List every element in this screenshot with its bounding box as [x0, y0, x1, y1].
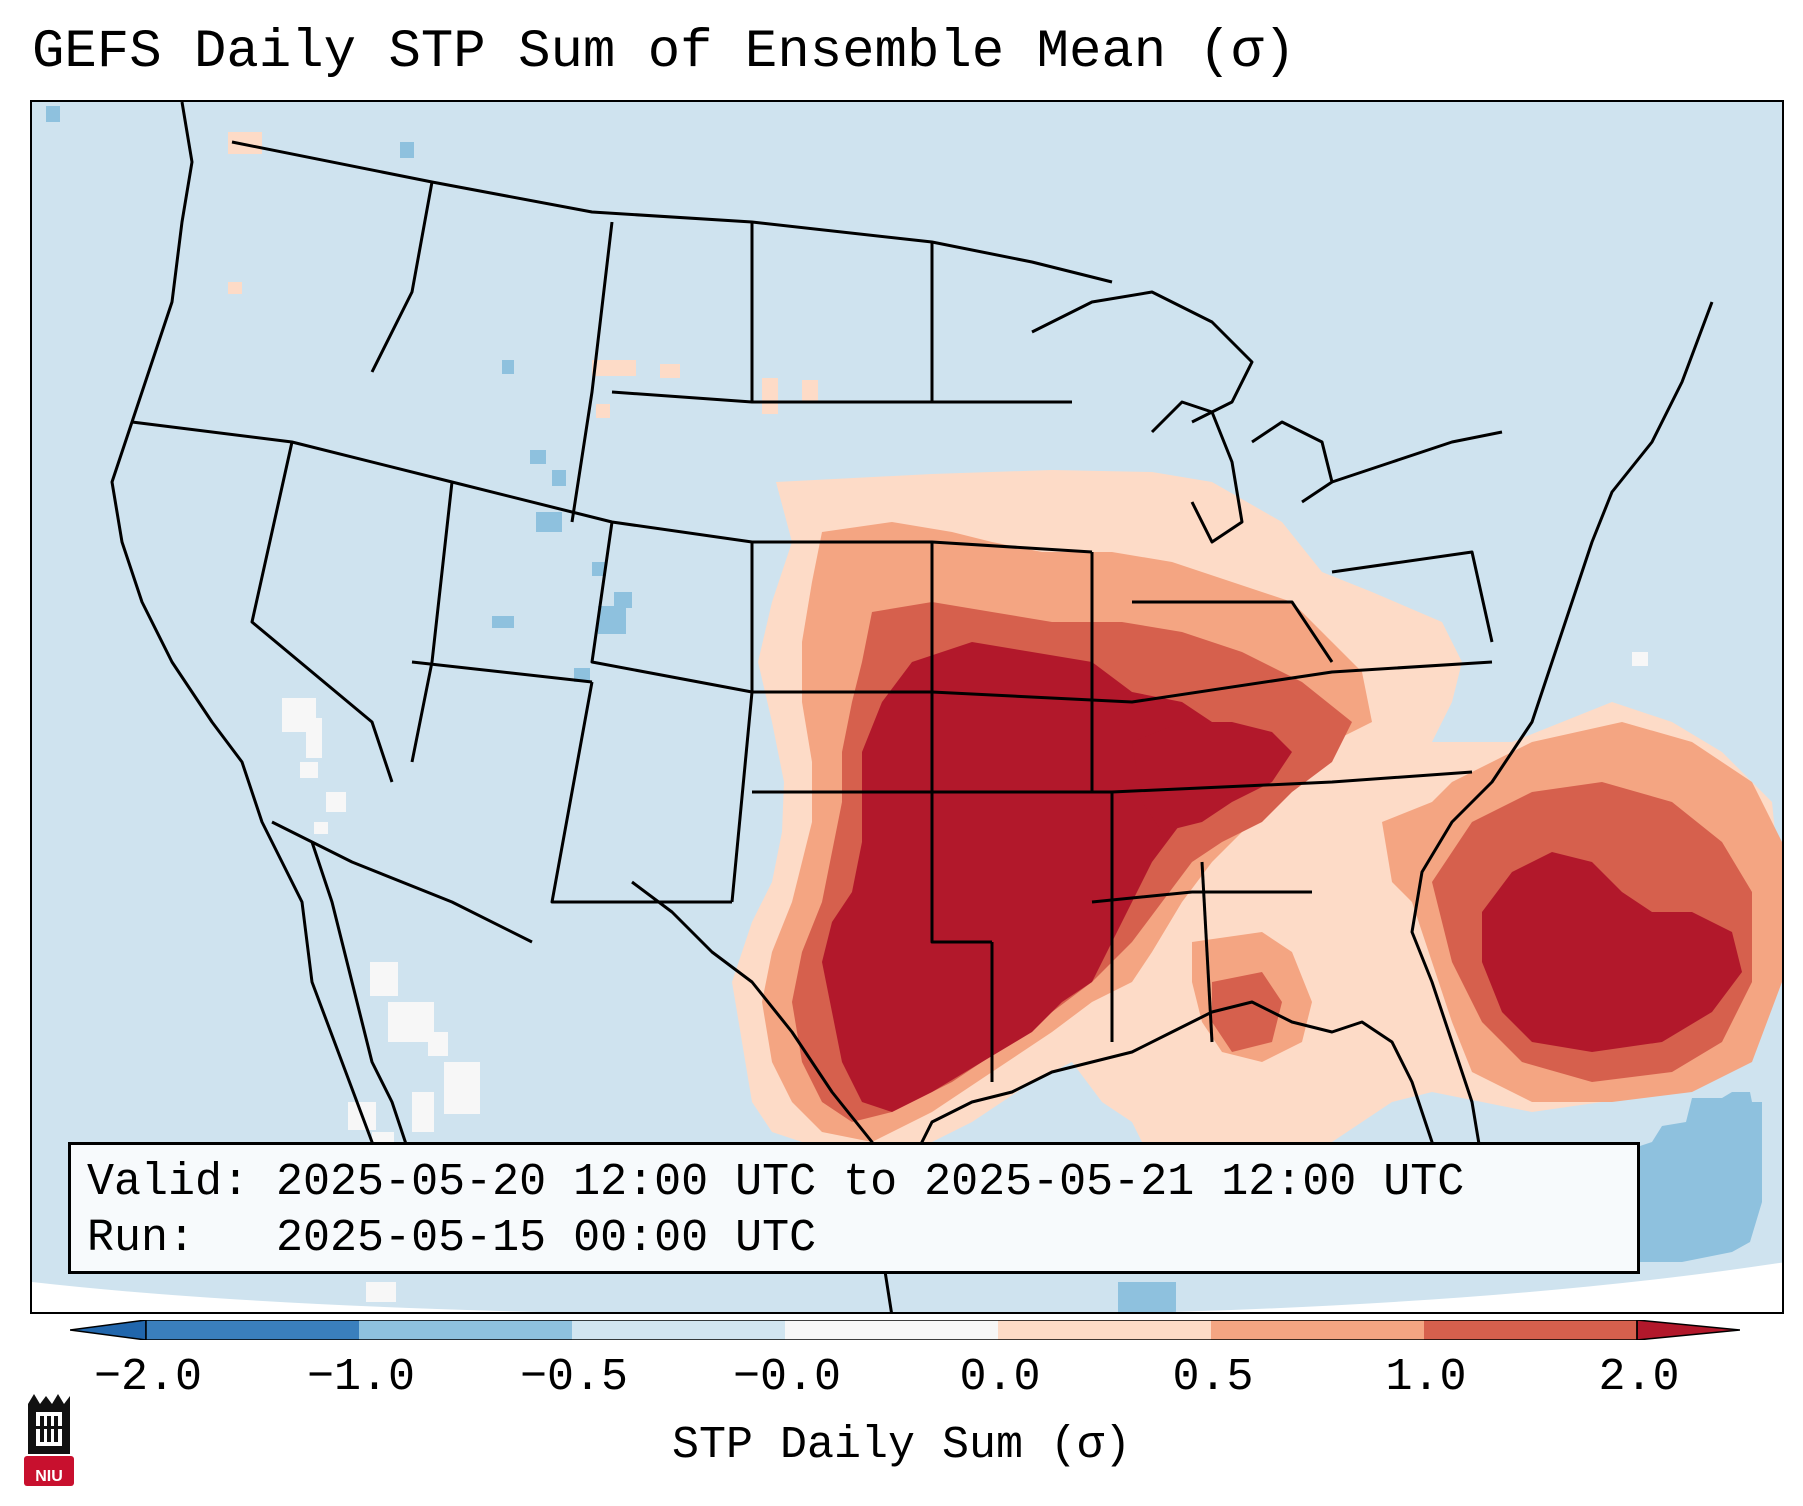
map-panel[interactable]: Valid: 2025-05-20 12:00 UTC to 2025-05-2… — [30, 100, 1784, 1314]
niu-logo-text: NIU — [20, 1468, 78, 1486]
valid-value: 2025-05-20 12:00 UTC to 2025-05-21 12:00… — [276, 1157, 1464, 1208]
map-title: GEFS Daily STP Sum of Ensemble Mean (σ) — [32, 22, 1296, 83]
colorbar-extend-high — [1637, 1320, 1740, 1340]
valid-label: Valid: — [87, 1157, 249, 1208]
colorbar-tick: 2.0 — [1598, 1352, 1679, 1403]
colorbar — [70, 1320, 1740, 1340]
colorbar-segment-3 — [785, 1320, 998, 1340]
colorbar-segment-1 — [359, 1320, 572, 1340]
colorbar-tick: 1.0 — [1385, 1352, 1466, 1403]
valid-run-info-box: Valid: 2025-05-20 12:00 UTC to 2025-05-2… — [68, 1142, 1640, 1274]
colorbar-segment-2 — [572, 1320, 785, 1340]
colorbar-tick: 0.0 — [959, 1352, 1040, 1403]
run-label: Run: — [87, 1213, 195, 1264]
colorbar-tick: −0.5 — [520, 1352, 628, 1403]
colorbar-segment-6 — [1424, 1320, 1637, 1340]
anomaly-map — [32, 102, 1784, 1314]
valid-row: Valid: 2025-05-20 12:00 UTC to 2025-05-2… — [87, 1155, 1621, 1211]
colorbar-tick: −0.0 — [733, 1352, 841, 1403]
colorbar-segment-0 — [146, 1320, 359, 1340]
run-row: Run: 2025-05-15 00:00 UTC — [87, 1211, 1621, 1267]
run-value: 2025-05-15 00:00 UTC — [276, 1213, 816, 1264]
niu-logo: NIU — [20, 1390, 78, 1490]
colorbar-segment-5 — [1211, 1320, 1424, 1340]
colorbar-tick: −1.0 — [307, 1352, 415, 1403]
colorbar-ticks: −2.0 −1.0 −0.5 −0.0 0.0 0.5 1.0 2.0 — [0, 1352, 1803, 1412]
colorbar-tick: −2.0 — [94, 1352, 202, 1403]
colorbar-extend-low — [70, 1320, 146, 1340]
colorbar-label: STP Daily Sum (σ) — [0, 1420, 1803, 1471]
colorbar-segment-4 — [998, 1320, 1211, 1340]
colorbar-tick: 0.5 — [1172, 1352, 1253, 1403]
